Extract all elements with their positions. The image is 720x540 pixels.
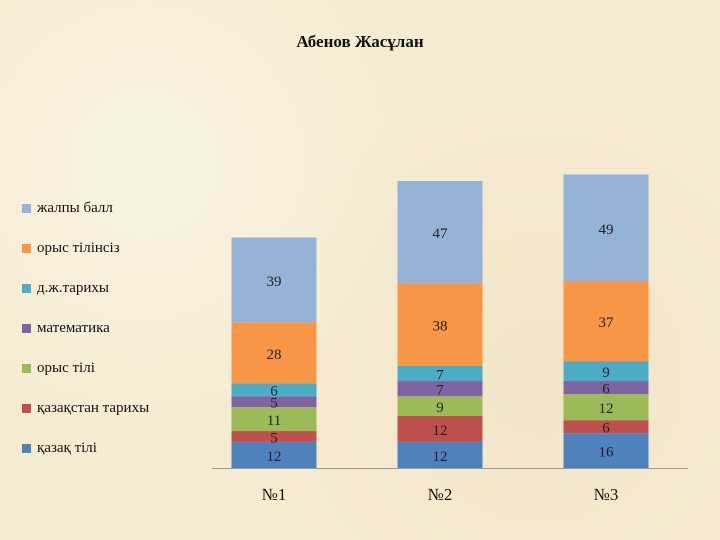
- legend-item: математика: [22, 318, 110, 338]
- legend-swatch: [22, 243, 31, 253]
- bar-segment: [563, 381, 649, 395]
- data-label: 38: [433, 319, 448, 335]
- legend-swatch: [22, 203, 31, 213]
- data-label: 12: [433, 449, 448, 465]
- bar-segment: [231, 322, 317, 384]
- legend-swatch: [22, 443, 31, 453]
- bar-segment: [563, 361, 649, 382]
- legend-item: орыс тілінсіз: [22, 238, 120, 258]
- bar-segment: [397, 415, 483, 442]
- data-label: 7: [436, 367, 444, 383]
- legend-item: қазақстан тарихы: [22, 398, 149, 418]
- bar-segment: [231, 441, 317, 468]
- bar-segment: [231, 431, 317, 442]
- legend-swatch: [22, 283, 31, 293]
- data-label: 28: [267, 347, 282, 363]
- legend-item: д.ж.тарихы: [22, 278, 109, 298]
- chart-title: Абенов Жасұлан: [296, 32, 424, 51]
- legend-label: орыс тілі: [37, 359, 95, 376]
- data-label: 37: [599, 315, 615, 331]
- legend-swatch: [22, 403, 31, 413]
- bar-segment: [231, 237, 317, 323]
- data-label: 47: [433, 226, 449, 242]
- legend: жалпы балл орыс тілінсіз д.ж.тарихы математ…: [22, 198, 212, 468]
- legend-item: қазақ тілі: [22, 438, 97, 458]
- x-tick-label: №1: [262, 485, 287, 504]
- data-label: 7: [436, 383, 444, 399]
- data-label: 6: [270, 384, 278, 400]
- bar-segment: [563, 174, 649, 282]
- bar-segment: [397, 283, 483, 366]
- data-label: 6: [602, 421, 610, 437]
- bar-segment: [563, 394, 649, 421]
- data-label: 11: [267, 413, 281, 429]
- data-label: 12: [267, 449, 282, 465]
- legend-label: орыс тілінсіз: [37, 239, 120, 256]
- bar-segment: [397, 381, 483, 397]
- legend-label: жалпы балл: [37, 199, 113, 216]
- legend-label: қазақ тілі: [37, 439, 97, 456]
- bar-segment: [231, 396, 317, 408]
- x-tick-label: №2: [428, 485, 453, 504]
- legend-swatch: [22, 323, 31, 333]
- data-label: 9: [436, 400, 444, 416]
- bar-segment: [397, 365, 483, 382]
- data-label: 49: [599, 222, 614, 238]
- legend-item: орыс тілі: [22, 358, 95, 378]
- data-label: 5: [270, 430, 278, 446]
- bar-segment: [563, 420, 649, 434]
- bar-segment: [397, 181, 483, 284]
- bar-segment: [563, 433, 649, 468]
- data-label: 9: [602, 365, 610, 381]
- data-label: 39: [267, 274, 282, 290]
- bar-segment: [397, 396, 483, 416]
- legend-item: жалпы балл: [22, 198, 113, 218]
- data-label: 12: [599, 401, 614, 417]
- bar-segment: [563, 281, 649, 362]
- legend-label: математика: [37, 319, 110, 336]
- data-label: 5: [270, 396, 278, 412]
- legend-swatch: [22, 363, 31, 373]
- legend-label: д.ж.тарихы: [37, 279, 109, 296]
- legend-label: қазақстан тарихы: [37, 399, 150, 416]
- data-label: 16: [599, 445, 615, 461]
- bar-segment: [231, 383, 317, 397]
- data-label: 12: [433, 423, 448, 439]
- bar-segment: [397, 441, 483, 468]
- x-tick-label: №3: [594, 485, 619, 504]
- bar-segment: [231, 407, 317, 432]
- data-label: 6: [602, 382, 610, 398]
